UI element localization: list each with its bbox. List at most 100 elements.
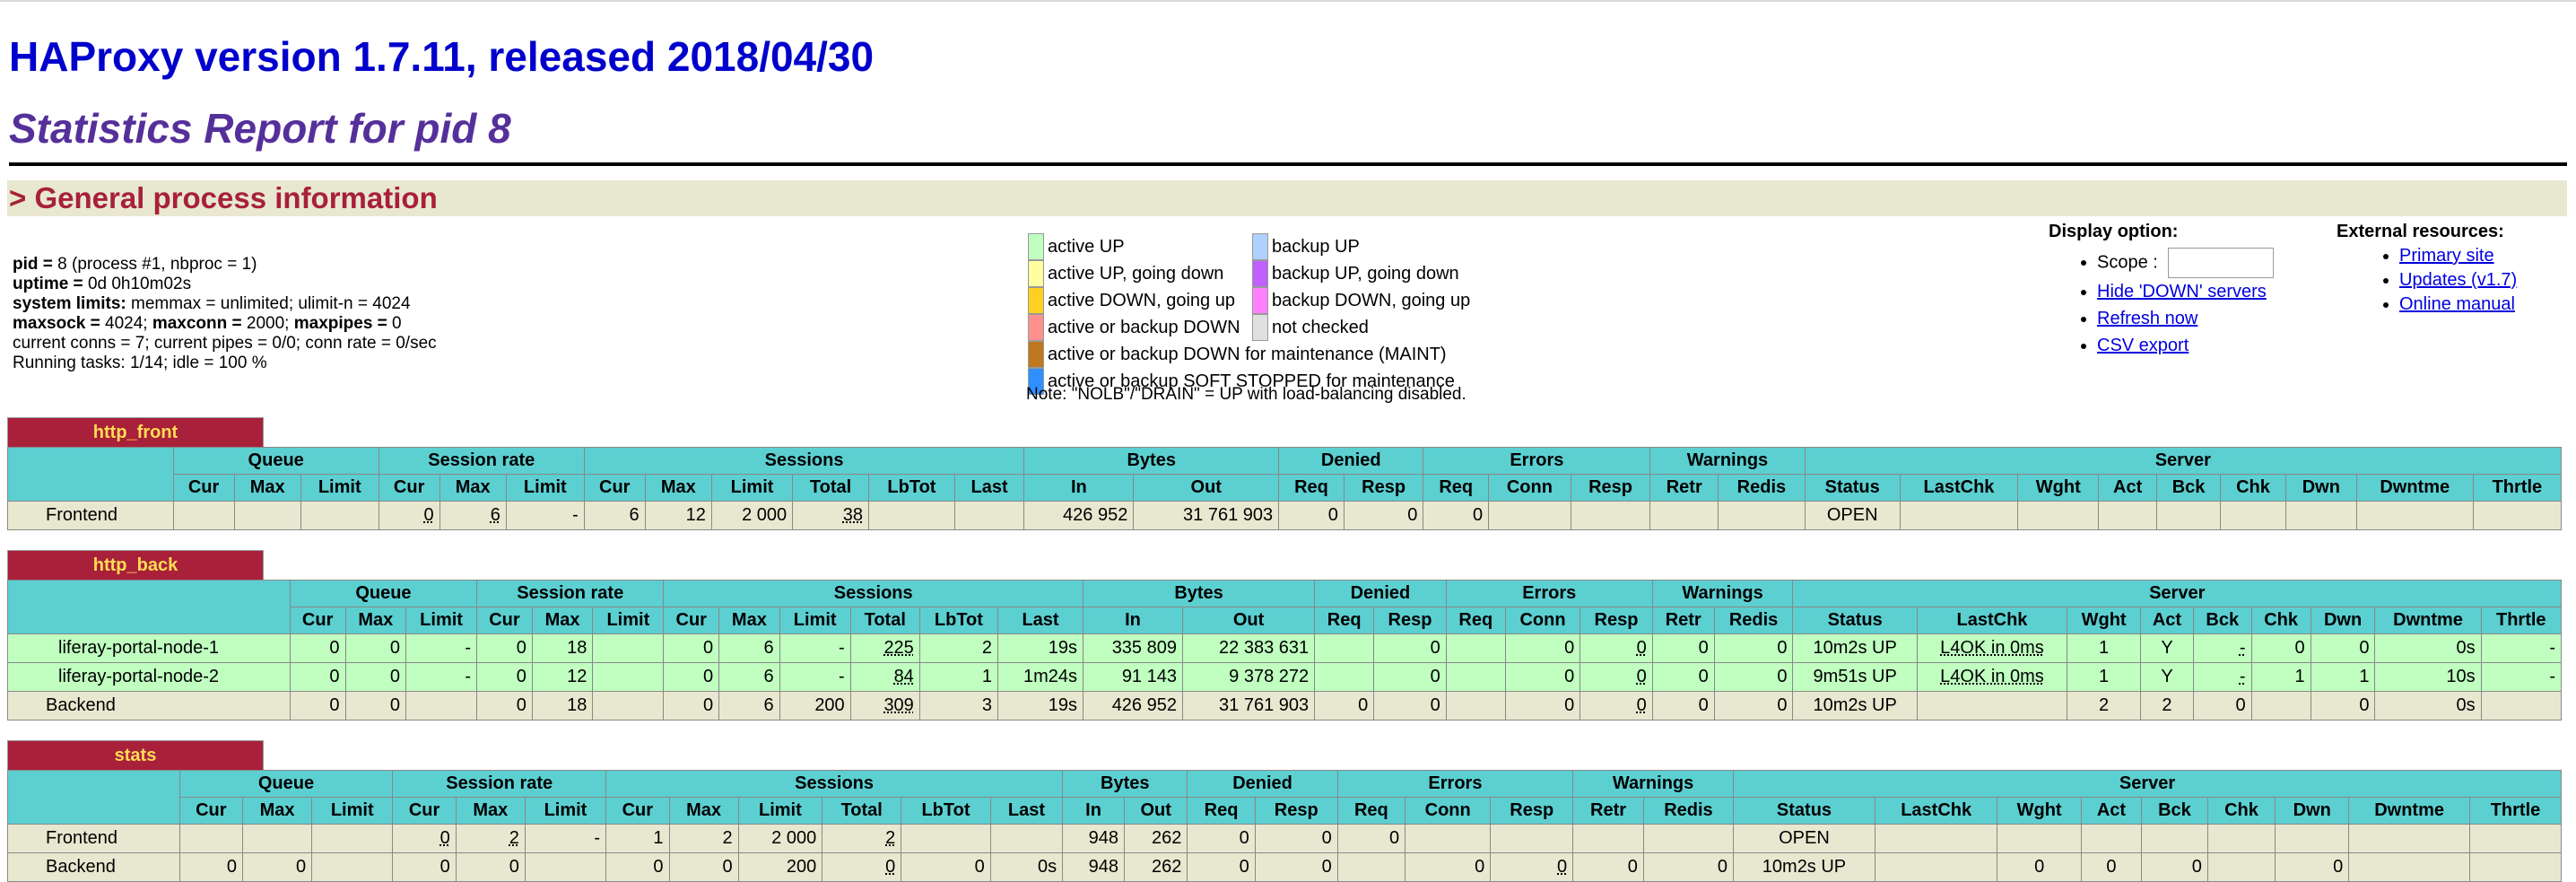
- cell-link[interactable]: 0: [1636, 638, 1647, 658]
- column-header: Conn: [1488, 474, 1571, 502]
- refresh-now-link[interactable]: Refresh now: [2097, 309, 2198, 328]
- scope-item: Scope :: [2097, 248, 2275, 278]
- cell-link[interactable]: 0: [1557, 857, 1568, 877]
- csv-export-link[interactable]: CSV export: [2097, 336, 2189, 355]
- cell-link[interactable]: 0: [423, 505, 434, 525]
- table-cell[interactable]: -: [2192, 633, 2252, 663]
- table-cell: 0: [1504, 662, 1581, 692]
- table-cell: 426 952: [1023, 501, 1135, 530]
- cell-link[interactable]: 0: [1636, 667, 1647, 686]
- table-cell[interactable]: 2: [455, 824, 526, 853]
- table-cell: 0: [1405, 852, 1492, 882]
- primary-site-link[interactable]: Primary site: [2399, 246, 2494, 266]
- table-cell: [2141, 824, 2208, 853]
- hide-down-servers-link[interactable]: Hide 'DOWN' servers: [2097, 282, 2267, 301]
- table-row: Backend 0 0 0 0 0 0 200 0 0 0s 948 262 0 0 0 0 0 0 10m2s UP…: [7, 852, 2563, 882]
- table-cell: [172, 501, 235, 530]
- table-cell: 0: [1713, 633, 1794, 663]
- table-cell: 0: [1504, 691, 1581, 720]
- table-cell: OPEN: [1733, 824, 1875, 853]
- cell-link[interactable]: 0: [439, 828, 450, 848]
- table-cell[interactable]: 225: [849, 633, 920, 663]
- row-name[interactable]: liferay-portal-node-1: [7, 633, 291, 663]
- row-name[interactable]: Backend: [7, 691, 291, 720]
- column-header: Dwn: [2284, 474, 2357, 502]
- external-resources: External resources: Primary site Updates…: [2337, 222, 2517, 317]
- group-header: Sessions: [583, 447, 1025, 475]
- table-cell: 0: [242, 852, 313, 882]
- table-cell: Y: [2140, 662, 2194, 692]
- header-blank: [7, 580, 291, 634]
- column-header: LbTot: [867, 474, 955, 502]
- legend-swatch: [1252, 314, 1268, 341]
- table-cell[interactable]: 38: [792, 501, 869, 530]
- column-header: Limit: [524, 797, 607, 825]
- table-cell: -: [405, 662, 478, 692]
- cell-link[interactable]: 0: [1636, 695, 1647, 715]
- proxy-name[interactable]: stats: [7, 740, 264, 770]
- scope-input[interactable]: [2168, 248, 2275, 278]
- table-cell[interactable]: 2: [822, 824, 902, 853]
- cell-link[interactable]: -: [2239, 638, 2246, 658]
- cell-link[interactable]: 6: [490, 505, 500, 525]
- column-header: Thrtle: [2468, 797, 2563, 825]
- table-cell: 1: [2067, 633, 2142, 663]
- table-cell: [1314, 662, 1375, 692]
- legend-item: not checked: [1252, 314, 1369, 341]
- table-cell[interactable]: 6: [439, 501, 507, 530]
- row-name[interactable]: Backend: [7, 852, 180, 882]
- cell-link[interactable]: 0: [885, 857, 896, 877]
- group-header: Server: [1804, 447, 2563, 475]
- proxy-name[interactable]: http_back: [7, 550, 264, 580]
- cell-link[interactable]: 38: [842, 505, 863, 525]
- table-cell[interactable]: 0: [392, 824, 457, 853]
- table-cell[interactable]: L4OK in 0ms: [1916, 662, 2068, 692]
- column-header: LbTot: [918, 607, 999, 634]
- proxy-name[interactable]: http_front: [7, 417, 264, 447]
- table-cell: [2098, 501, 2158, 530]
- cell-link[interactable]: 309: [883, 695, 914, 715]
- row-name[interactable]: Frontend: [7, 824, 180, 853]
- process-info-line: uptime = 0d 0h10m02s: [13, 275, 437, 294]
- legend-note: Note: "NOLB"/"DRAIN" = UP with load-bala…: [1026, 385, 1466, 404]
- legend-label: backup UP: [1272, 237, 1360, 257]
- table-cell: 0: [663, 633, 720, 663]
- updates-link[interactable]: Updates (v1.7): [2399, 270, 2518, 290]
- cell-link[interactable]: L4OK in 0ms: [1940, 667, 2044, 686]
- row-name[interactable]: liferay-portal-node-2: [7, 662, 291, 692]
- table-cell: 0: [1651, 691, 1715, 720]
- table-cell[interactable]: L4OK in 0ms: [1916, 633, 2068, 663]
- cell-link[interactable]: L4OK in 0ms: [1940, 638, 2044, 658]
- cell-link[interactable]: 84: [893, 667, 914, 686]
- cell-link[interactable]: 2: [885, 828, 896, 848]
- table-cell[interactable]: 309: [849, 691, 920, 720]
- table-cell[interactable]: 0: [1580, 662, 1653, 692]
- table-cell: 0: [289, 662, 346, 692]
- legend-swatch: [1028, 233, 1044, 260]
- table-cell[interactable]: 0: [822, 852, 902, 882]
- table-cell[interactable]: 0: [1580, 691, 1653, 720]
- table-cell[interactable]: 84: [849, 662, 920, 692]
- table-cell[interactable]: 0: [1580, 633, 1653, 663]
- process-info-value: 8 (process #1, nbproc = 1): [57, 255, 257, 274]
- group-header: Queue: [289, 580, 478, 607]
- stats-table: Queue Session rate Sessions Bytes Denied Erro…: [7, 770, 2563, 882]
- legend-item: backup UP, going down: [1252, 260, 1459, 287]
- cell-link[interactable]: -: [2239, 667, 2246, 686]
- table-cell[interactable]: 0: [1490, 852, 1574, 882]
- table-cell: [1405, 824, 1492, 853]
- table-cell: 262: [1123, 824, 1188, 853]
- section-title: > General process information: [7, 180, 2567, 216]
- table-cell: -: [405, 633, 478, 663]
- cell-link[interactable]: 2: [509, 828, 519, 848]
- table-cell[interactable]: -: [2192, 662, 2252, 692]
- cell-link[interactable]: 225: [883, 638, 914, 658]
- row-name[interactable]: Frontend: [7, 501, 174, 530]
- table-row: liferay-portal-node-1 0 0-0 18 0 6-225 2 19s 335…: [7, 633, 2563, 663]
- online-manual-link[interactable]: Online manual: [2399, 294, 2515, 314]
- table-cell[interactable]: 0: [378, 501, 440, 530]
- display-options-title: Display option:: [2049, 222, 2179, 241]
- column-header: Max: [668, 797, 739, 825]
- column-header: Status: [1804, 474, 1901, 502]
- table-cell: [2017, 501, 2100, 530]
